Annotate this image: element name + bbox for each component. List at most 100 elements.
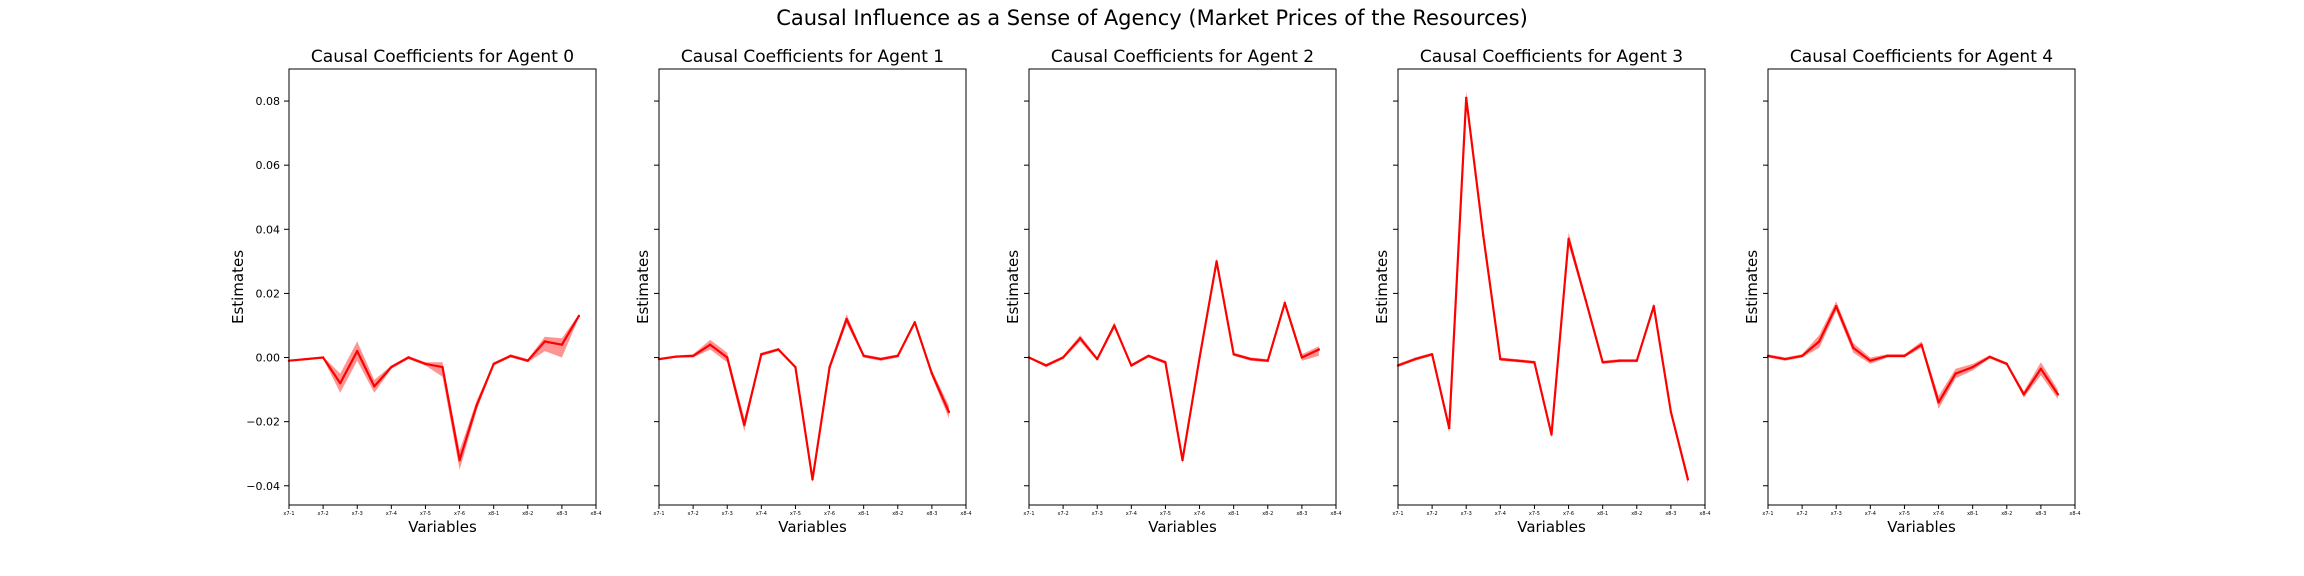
data-point [1937,401,1940,404]
x-tick-label: x7-6 [824,511,835,517]
x-tick-label: x7-4 [1495,511,1506,517]
data-point [1818,340,1821,343]
data-point [777,348,780,351]
data-point [1113,324,1116,327]
data-point [1988,355,1991,359]
data-point [560,343,564,346]
data-point [1413,357,1417,361]
data-point [1618,359,1621,362]
y-tick-label: −0.04 [246,480,280,493]
chart-title: Causal Coefficients for Agent 3 [1420,47,1683,67]
x-tick-label: x7-5 [1529,511,1540,517]
data-point [1516,359,1519,362]
data-point [896,354,899,358]
x-tick-label: x7-1 [653,511,664,517]
x-axis-label: Variables [1148,518,1217,536]
data-point [2005,362,2009,366]
data-point [811,478,814,481]
x-tick-label: x7-5 [790,511,801,517]
data-point [390,365,393,369]
estimate-line [658,318,950,481]
x-tick-label: x8-1 [1228,511,1239,517]
data-point [1669,410,1673,414]
x-tick-label: x8-3 [1665,511,1676,517]
x-tick-label: x7-3 [1831,511,1842,517]
x-tick-label: x7-1 [1392,511,1403,517]
x-tick-label: x7-6 [1563,511,1574,517]
data-point [1283,301,1287,305]
chart-title: Causal Coefficients for Agent 1 [681,47,944,67]
data-point [475,404,478,407]
data-point [1198,356,1201,359]
x-tick-label: x7-4 [1865,511,1876,517]
chart-panel-agent-4: x7-1 x7-2 x7-3 x7-4 x7-5 x7-6 x8-1 x8-2 x8-3 x8-4… [1743,47,2081,536]
y-axis-label: Estimates [1743,250,1761,324]
axes-frame [1767,68,2076,506]
data-point [1835,305,1838,308]
x-tick-label: x8-3 [1296,511,1307,517]
x-tick-label: x8-3 [2035,511,2046,517]
y-axis-label: Estimates [1373,250,1391,324]
data-point [1533,361,1536,364]
x-tick-label: x8-1 [858,511,869,517]
x-tick-label: x7-4 [386,511,397,517]
chart-panel-agent-1: x7-1 x7-2 x7-3 x7-4 x7-5 x7-6 x8-1 x8-2 x8-3 x8-4… [634,47,972,536]
estimate-line [1767,305,2059,404]
y-axis-label: Estimates [634,250,652,324]
x-tick-label: x8-2 [2001,511,2012,517]
data-point [356,349,359,353]
x-axis-label: Variables [408,518,477,536]
data-point [2039,367,2043,370]
x-tick-label: x7-3 [1461,511,1472,517]
data-point [1920,343,1923,346]
data-point [1096,357,1099,361]
data-point [1652,305,1656,308]
data-point [930,372,934,375]
data-point [1903,354,1906,358]
data-point [828,365,831,369]
data-point [1601,361,1604,364]
data-point [913,321,916,324]
y-tick-label: 0.04 [256,223,281,236]
data-point [1584,298,1587,301]
chart-title: Causal Coefficients for Agent 4 [1790,47,2053,67]
x-tick-label: x8-1 [1597,511,1608,517]
x-tick-label: x8-2 [892,511,903,517]
data-point [407,356,410,359]
x-tick-label: x8-2 [522,511,533,517]
estimate-line [288,315,580,462]
x-tick-label: x7-5 [1899,511,1910,517]
data-point [441,365,444,369]
axes-frame [1397,68,1706,506]
y-tick-label: 0.00 [256,352,281,365]
x-tick-label: x8-3 [556,511,567,517]
data-point [1232,353,1235,356]
y-tick-label: 0.08 [256,95,281,108]
x-axis-label: Variables [1887,518,1956,536]
x-tick-label: x7-1 [283,511,294,517]
x-tick-label: x7-6 [1194,511,1205,517]
data-point [321,356,325,359]
x-axis-label: Variables [1517,518,1586,536]
x-tick-label: x8-4 [1330,511,1341,517]
x-tick-label: x7-4 [1126,511,1137,517]
x-tick-label: x8-1 [1967,511,1978,517]
data-point [947,410,951,414]
x-tick-label: x7-1 [1762,511,1773,517]
x-tick-label: x8-4 [960,511,971,517]
x-tick-label: x7-6 [1933,511,1944,517]
y-axis-label: Estimates [1004,250,1022,324]
y-tick-label: −0.02 [246,416,280,429]
data-point [1215,260,1218,263]
x-tick-label: x7-2 [1058,511,1069,517]
data-point [794,365,797,369]
data-point [879,357,882,361]
data-point [691,354,695,358]
data-point [509,354,512,358]
data-point [492,362,495,366]
x-tick-label: x8-1 [488,511,499,517]
data-point [1852,346,1855,350]
x-tick-label: x7-4 [756,511,767,517]
confidence-band [1029,258,1319,464]
data-point [1249,357,1252,361]
